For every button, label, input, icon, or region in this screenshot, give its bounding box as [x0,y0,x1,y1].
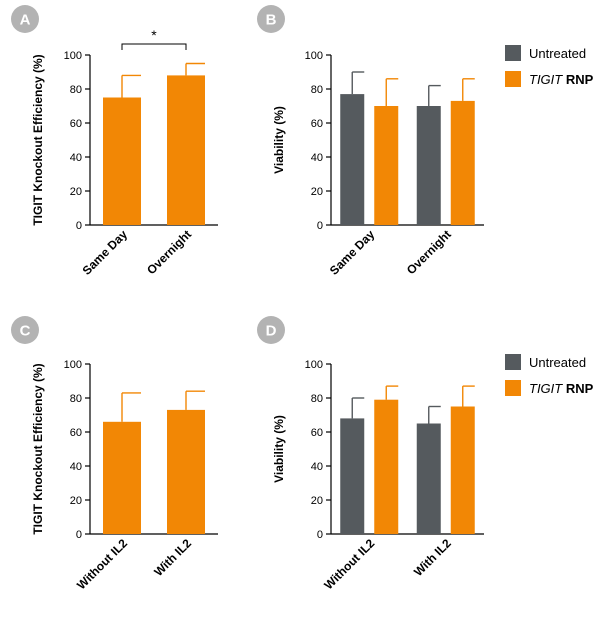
panel-letter: A [20,12,31,29]
y-tick-label: 80 [311,393,323,405]
panel-badge [257,316,285,344]
panel-badge [11,5,39,33]
y-tick-label: 20 [311,186,323,198]
legend-label-untreated: Untreated [529,355,586,370]
y-tick-label: 40 [311,152,323,164]
significance-label: * [151,27,157,43]
y-axis-label: Viability (%) [272,415,286,483]
y-axis-label: TIGIT Knockout Efficiency (%) [31,363,45,534]
bar-tigit_rnp [103,97,141,225]
legend-swatch-tigit_rnp [505,380,521,396]
bar-tigit_rnp [374,399,399,534]
y-tick-label: 80 [70,393,82,405]
y-tick-label: 60 [70,118,82,130]
y-tick-label: 0 [317,529,323,541]
y-tick-label: 40 [311,461,323,473]
y-tick-label: 0 [76,529,82,541]
x-tick-label: Without IL2 [74,536,130,592]
y-tick-label: 100 [64,359,82,371]
legend-label-tigit_rnp: TIGIT RNP [529,381,594,396]
legend-label-tigit_rnp: TIGIT RNP [529,72,594,87]
x-tick-label: With IL2 [151,536,194,579]
y-axis-label: TIGIT Knockout Efficiency (%) [31,54,45,225]
panel-badge [257,5,285,33]
bar-untreated [340,94,365,225]
y-tick-label: 20 [70,495,82,507]
panel-letter: C [20,323,31,340]
y-tick-label: 20 [311,495,323,507]
y-tick-label: 60 [70,427,82,439]
significance-bracket [121,43,187,50]
y-tick-label: 100 [305,50,323,62]
y-tick-label: 20 [70,186,82,198]
y-tick-label: 0 [76,220,82,232]
panel-a: A 0 20 40 60 80 100 TIGIT Knockout Efficiency (… [11,5,218,278]
bar-tigit_rnp [450,406,475,534]
legend-swatch-untreated [505,354,521,370]
y-axis-label: Viability (%) [272,106,286,174]
panel-b: B 0 20 40 60 80 100 Viability (%) Same Day Overni… [257,5,594,278]
panel-letter: B [266,12,277,29]
x-tick-label: Overnight [404,227,454,277]
panel-letter: D [266,323,277,340]
x-tick-label: Without IL2 [321,536,377,592]
x-tick-label: Same Day [80,227,131,278]
y-tick-label: 80 [311,84,323,96]
bar-tigit_rnp [374,106,399,225]
legend: Untreated TIGIT RNP [505,354,594,396]
legend: Untreated TIGIT RNP [505,45,594,87]
x-tick-label: Overnight [144,227,194,277]
legend-swatch-untreated [505,45,521,61]
legend-label-untreated: Untreated [529,46,586,61]
y-tick-label: 100 [305,359,323,371]
legend-swatch-tigit_rnp [505,71,521,87]
x-tick-label: With IL2 [411,536,454,579]
bar-untreated [416,106,441,225]
bar-untreated [416,423,441,534]
x-tick-label: Same Day [327,227,378,278]
y-tick-label: 0 [317,220,323,232]
panel-c: C 0 20 40 60 80 100 TIGIT Knockout Efficiency (… [11,316,218,592]
panel-d: D 0 20 40 60 80 100 Viability (%) Without IL2 Wit… [257,316,594,592]
bar-tigit_rnp [450,100,475,225]
bar-tigit_rnp [167,75,205,226]
y-tick-label: 80 [70,84,82,96]
bar-tigit_rnp [103,421,141,534]
y-tick-label: 60 [311,118,323,130]
y-tick-label: 40 [70,461,82,473]
bar-tigit_rnp [167,409,205,534]
bar-untreated [340,418,365,534]
panel-badge [11,316,39,344]
y-tick-label: 60 [311,427,323,439]
y-tick-label: 40 [70,152,82,164]
y-tick-label: 100 [64,50,82,62]
